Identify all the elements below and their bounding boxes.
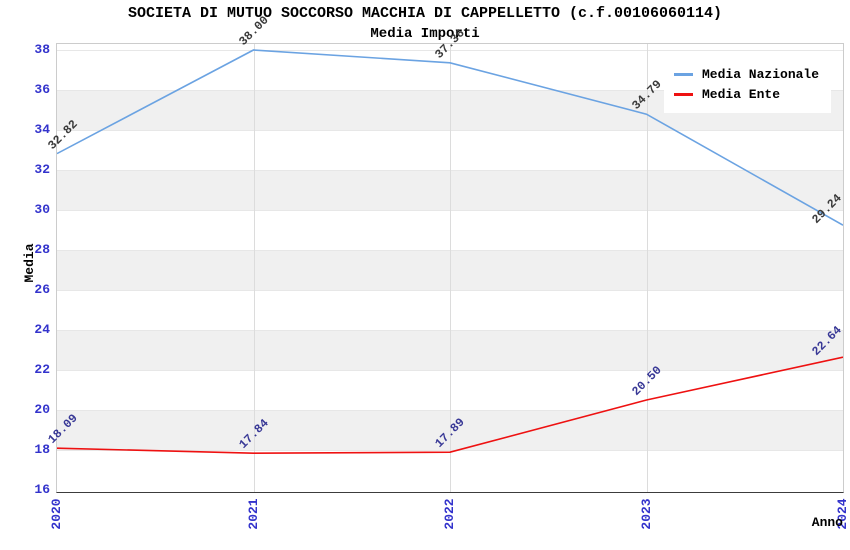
y-axis-title: Media [22,243,37,283]
series-line-0 [57,49,843,226]
x-tick-2021: 2021 [245,498,261,530]
y-tick-22: 22 [34,362,50,377]
x-axis-title: Anno [811,515,843,530]
series-line-1 [57,356,843,455]
y-tick-30: 30 [34,202,50,217]
y-tick-26: 26 [34,282,50,297]
x-tick-2023: 2023 [638,498,654,530]
series-lines [57,49,843,455]
legend-item-1: Media Ente [674,84,819,104]
x-tick-2022: 2022 [442,498,457,530]
y-tick-38: 38 [34,42,50,57]
x-tick-2020: 2020 [49,498,64,530]
y-tick-24: 24 [34,322,50,337]
vgridline-2023 [646,44,648,492]
y-tick-34: 34 [34,122,50,137]
legend: Media Nazionale Media Ente [664,55,832,113]
legend-swatch-icon [674,72,693,76]
y-tick-28: 28 [34,242,50,257]
legend-label: Media Nazionale [702,66,820,82]
plot-area [56,43,844,493]
y-tick-18: 18 [34,442,50,457]
y-tick-32: 32 [34,162,50,177]
y-tick-36: 36 [34,82,50,97]
legend-label: Media Ente [702,86,781,102]
y-tick-20: 20 [34,402,50,417]
chart-title: SOCIETA DI MUTUO SOCCORSO MACCHIA DI CAP… [127,5,723,22]
legend-swatch-icon [674,92,693,96]
chart-subtitle: Media Importi [370,26,480,42]
legend-item-0: Media Nazionale [674,64,819,84]
vgridline-2022 [450,44,451,492]
y-tick-16: 16 [34,482,50,497]
vgridline-2021 [253,44,255,492]
